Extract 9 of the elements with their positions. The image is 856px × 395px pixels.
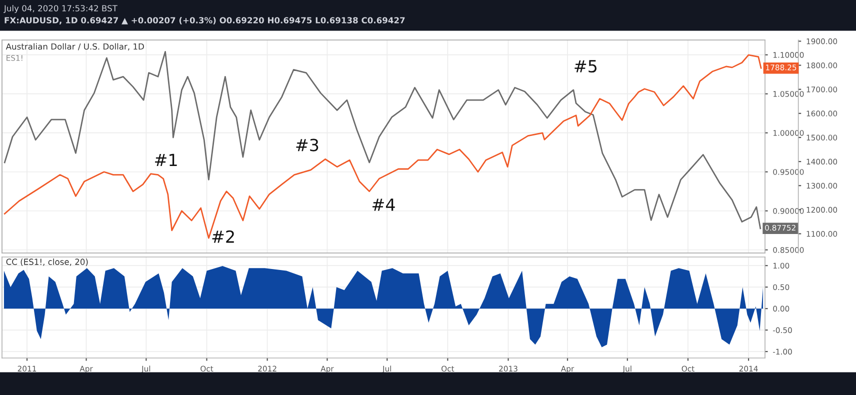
text: FX:AUDUSD, 1D 0.69427 ▲ +0.00207 (+0.3%) O0.69220 H0.69475 L0.69138 C0.69427 — [4, 16, 405, 24]
text: July 04, 2020 17:53:42 BST — [4, 4, 118, 14]
annotation: #1 — [155, 154, 177, 166]
chart-title: CC (ES1!, close, 20) — [6, 258, 88, 266]
annotation: #4 — [372, 198, 395, 211]
annotation: #3 — [296, 138, 318, 152]
annotation: #5 — [574, 60, 597, 73]
annotation: #2 — [212, 230, 234, 243]
chart-title: Australian Dollar / U.S. Dollar, 1D — [6, 43, 144, 50]
